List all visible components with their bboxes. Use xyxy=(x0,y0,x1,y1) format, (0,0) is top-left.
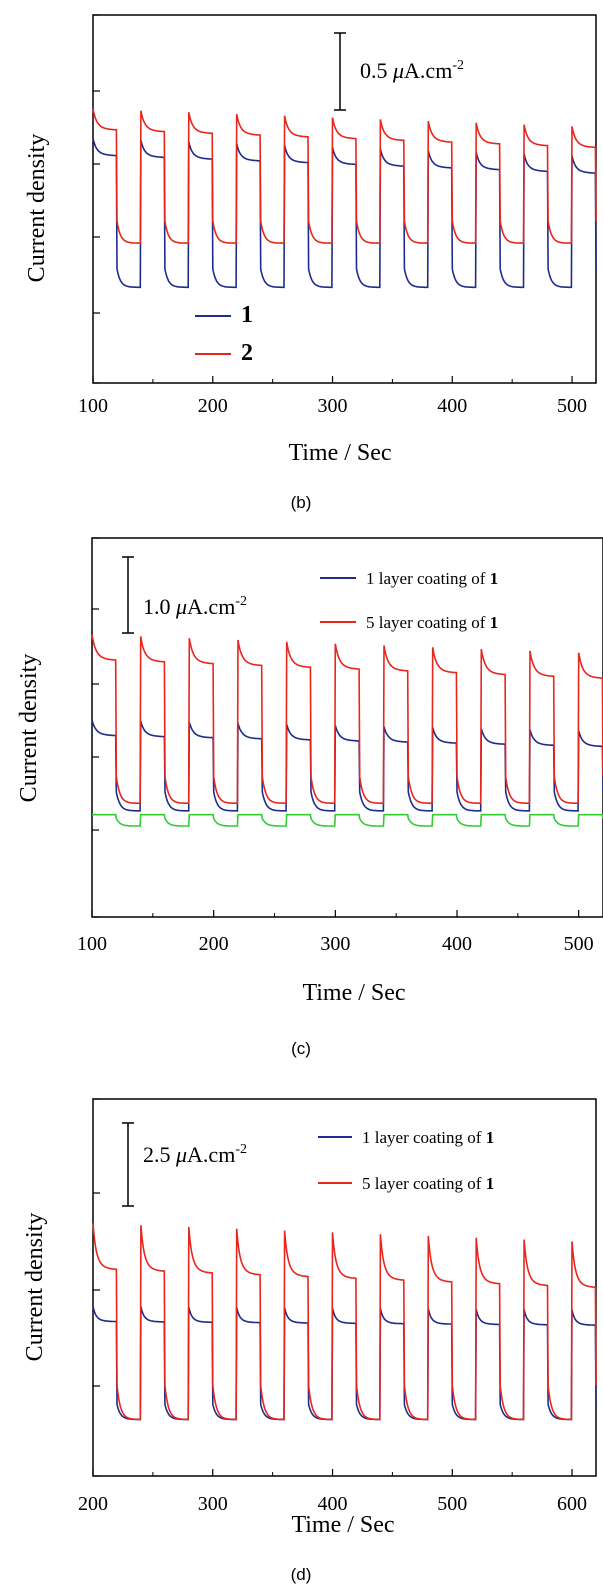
x-tick-label: 500 xyxy=(564,933,594,955)
chart-panel-b: 0.5 μA.cm-2 12 100 200 300 400 500 Current d… xyxy=(24,14,597,512)
x-axis-label: Time / Sec xyxy=(288,440,391,466)
x-axis-label: Time / Sec xyxy=(291,1512,394,1538)
x-tick-label: 400 xyxy=(442,933,472,955)
legend-label: 1 layer coating of 1 xyxy=(366,569,498,588)
series-line-1 xyxy=(92,108,597,244)
data-series-group xyxy=(91,634,603,827)
x-tick-label: 500 xyxy=(557,395,587,417)
series-line-1 xyxy=(92,1223,597,1421)
x-tick-label: 300 xyxy=(320,933,350,955)
x-tick-label: 100 xyxy=(78,395,108,417)
legend-label: 5 layer coating of 1 xyxy=(366,613,498,632)
plot-frame xyxy=(91,537,603,918)
scale-bar xyxy=(122,1122,134,1207)
x-tick-label: 300 xyxy=(318,395,348,417)
x-tick-label: 200 xyxy=(199,933,229,955)
x-tick-labels: 100 200 300 400 500 xyxy=(77,933,594,955)
legend: 12 xyxy=(195,302,253,366)
y-axis-label: Current density xyxy=(24,134,50,283)
series-line-0 xyxy=(91,719,603,812)
x-tick-label: 600 xyxy=(557,1493,587,1515)
axis-ticks xyxy=(92,1098,573,1477)
x-tick-label: 200 xyxy=(198,395,228,417)
scale-bar xyxy=(334,32,346,111)
x-tick-label: 100 xyxy=(77,933,107,955)
scale-bar xyxy=(122,556,134,634)
series-line-2 xyxy=(92,813,603,827)
chart-panel-c: 1.0 μA.cm-2 1 layer coating of 1 5 layer … xyxy=(16,537,603,1058)
y-axis-label: Current density xyxy=(16,654,42,803)
scale-bar-label: 2.5 μA.cm-2 xyxy=(143,1142,247,1167)
x-tick-label: 200 xyxy=(78,1493,108,1515)
series-line-1 xyxy=(91,634,603,805)
data-series-group xyxy=(92,108,597,289)
axis-ticks xyxy=(92,14,573,384)
legend-label: 1 xyxy=(241,302,253,328)
x-axis-label: Time / Sec xyxy=(302,980,405,1006)
legend-label: 2 xyxy=(241,340,253,366)
scale-bar-label: 1.0 μA.cm-2 xyxy=(143,594,247,619)
scale-bar-label: 0.5 μA.cm-2 xyxy=(360,58,464,83)
panel-caption: (c) xyxy=(291,1039,311,1058)
panel-caption: (d) xyxy=(291,1565,312,1584)
plot-frame xyxy=(92,14,597,384)
x-tick-labels: 100 200 300 400 500 xyxy=(78,395,587,417)
legend-label: 5 layer coating of 1 xyxy=(362,1174,494,1193)
panel-caption: (b) xyxy=(291,493,312,512)
legend-label: 1 layer coating of 1 xyxy=(362,1128,494,1147)
series-line-0 xyxy=(92,1306,597,1421)
data-series-group xyxy=(92,1223,597,1421)
axis-ticks xyxy=(91,537,580,918)
legend: 1 layer coating of 1 5 layer coating of 1 xyxy=(318,1128,494,1193)
chart-panel-d: 2.5 μA.cm-2 1 layer coating of 1 5 layer … xyxy=(22,1098,597,1584)
x-tick-label: 500 xyxy=(437,1493,467,1515)
y-axis-label: Current density xyxy=(22,1213,48,1362)
x-tick-label: 300 xyxy=(198,1493,228,1515)
x-tick-labels: 200 300 400 500 600 xyxy=(78,1493,587,1515)
series-line-0 xyxy=(92,138,597,289)
x-tick-label: 400 xyxy=(318,1493,348,1515)
x-tick-label: 400 xyxy=(437,395,467,417)
legend: 1 layer coating of 1 5 layer coating of 1 xyxy=(320,569,498,632)
